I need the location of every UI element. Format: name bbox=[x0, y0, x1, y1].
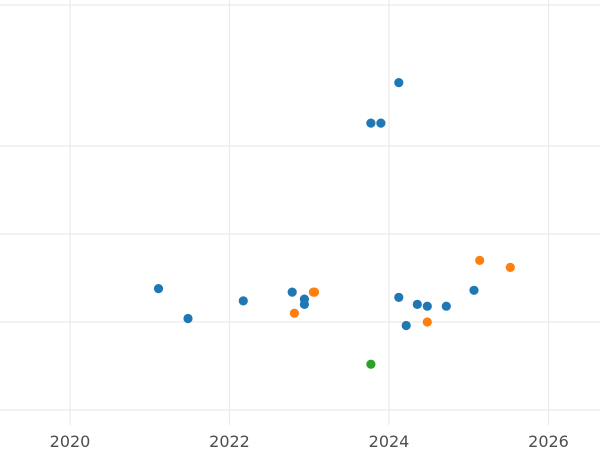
x-tick-label: 2024 bbox=[369, 432, 410, 450]
data-point bbox=[422, 301, 432, 311]
x-tick-label: 2020 bbox=[50, 432, 91, 450]
grid bbox=[0, 0, 600, 425]
data-point bbox=[376, 118, 386, 128]
data-point bbox=[469, 285, 479, 295]
data-point bbox=[287, 287, 297, 297]
data-point bbox=[401, 320, 411, 331]
x-tick-label: 2022 bbox=[209, 432, 250, 450]
data-point bbox=[412, 299, 422, 309]
data-point bbox=[394, 78, 404, 88]
data-point bbox=[394, 292, 404, 302]
data-point bbox=[309, 287, 320, 297]
data-point bbox=[505, 262, 515, 272]
data-point bbox=[366, 359, 376, 369]
data-point bbox=[183, 313, 193, 324]
data-point bbox=[422, 317, 432, 327]
x-tick-label: 2026 bbox=[528, 432, 569, 450]
data-points bbox=[153, 78, 515, 369]
x-axis-tick-labels: 2020 2022 2024 2026 bbox=[50, 432, 569, 450]
data-point bbox=[366, 118, 376, 128]
data-point bbox=[299, 299, 309, 309]
data-point bbox=[238, 296, 248, 306]
data-point bbox=[153, 284, 164, 294]
data-point bbox=[441, 301, 451, 311]
data-point bbox=[475, 255, 485, 265]
data-point bbox=[289, 308, 299, 318]
